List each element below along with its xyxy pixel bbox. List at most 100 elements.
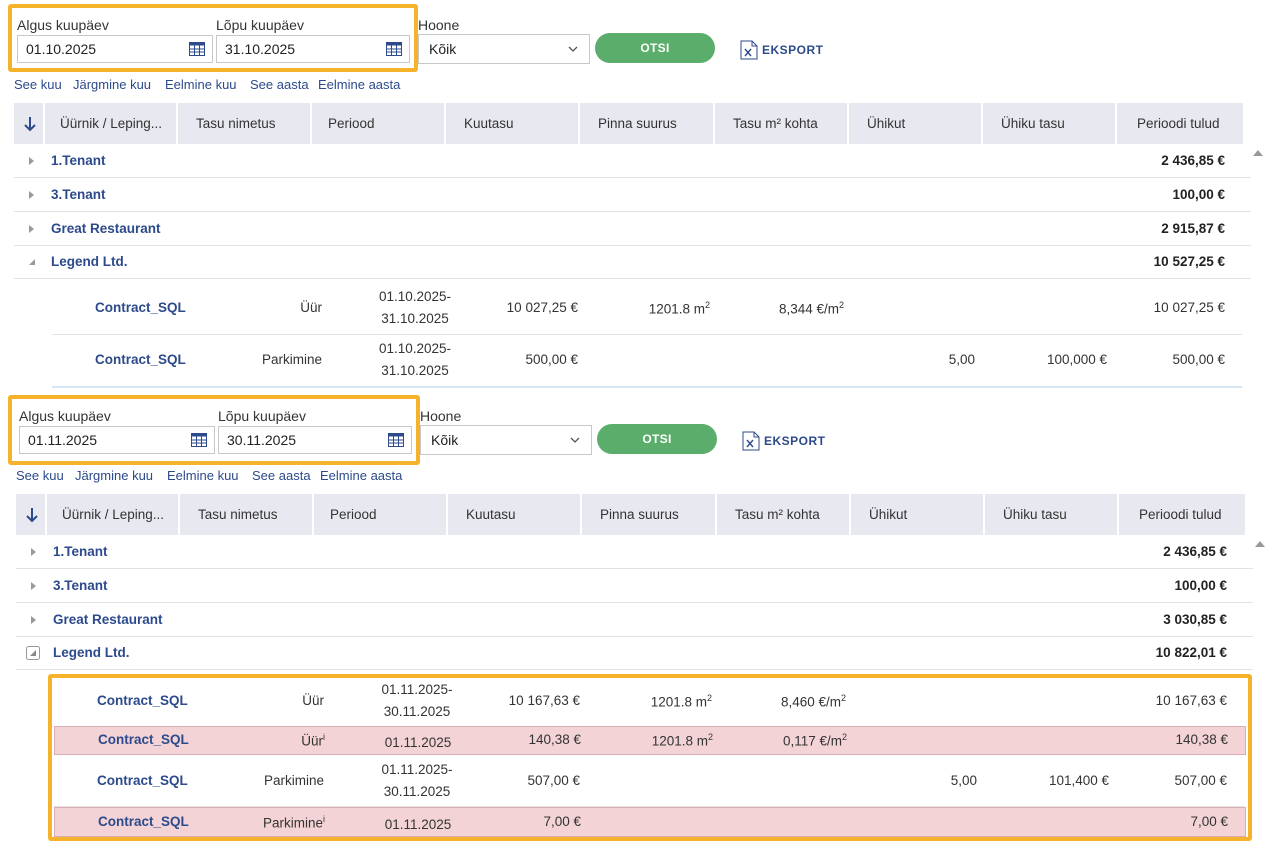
column-header-area[interactable]: Pinna suurus (582, 494, 717, 535)
column-header-unit-fee[interactable]: Ühiku tasu (983, 103, 1117, 144)
table-bottom-border (52, 386, 1242, 388)
tenant-total: 2 436,85 € (1161, 153, 1225, 168)
expand-arrow-icon[interactable] (30, 615, 38, 625)
column-header-tenant[interactable]: Üürnik / Leping... (45, 103, 178, 144)
group-row[interactable]: 3.Tenant 100,00 € (14, 178, 1251, 212)
expand-arrow-icon[interactable] (30, 547, 38, 557)
quick-link-previous-year[interactable]: Eelmine aasta (318, 77, 401, 92)
start-date-input[interactable]: 01.11.2025 (19, 426, 215, 454)
monthly-fee: 10 027,25 € (506, 300, 578, 315)
group-row[interactable]: Great Restaurant 3 030,85 € (16, 603, 1253, 637)
calendar-icon[interactable] (191, 433, 207, 447)
tenant-total: 10 527,25 € (1153, 254, 1225, 269)
scroll-up-arrow[interactable] (1255, 541, 1265, 547)
column-header-period-income[interactable]: Perioodi tulud (1137, 116, 1220, 131)
calendar-icon[interactable] (189, 42, 205, 56)
column-header-units[interactable]: Ühikut (849, 103, 983, 144)
start-date-label: Algus kuupäev (19, 408, 111, 424)
table-row[interactable]: Contract_SQL Üür 01.10.2025- 31.10.2025 … (52, 283, 1242, 335)
calendar-icon[interactable] (386, 42, 402, 56)
start-date-label: Algus kuupäev (17, 17, 109, 33)
export-button[interactable]: EKSPORT (762, 43, 824, 57)
contract-link[interactable]: Contract_SQL (97, 693, 188, 708)
search-button[interactable]: OTSI (595, 33, 715, 63)
contract-link[interactable]: Contract_SQL (98, 732, 189, 747)
tenant-name[interactable]: 1.Tenant (51, 153, 106, 168)
quick-link-this-month[interactable]: See kuu (16, 468, 64, 483)
column-header-monthly-fee[interactable]: Kuutasu (446, 103, 580, 144)
export-button[interactable]: EKSPORT (764, 434, 826, 448)
tenant-name[interactable]: 3.Tenant (51, 187, 106, 202)
collapse-arrow-icon[interactable] (28, 257, 36, 267)
table-row[interactable]: Contract_SQL Parkimine 01.11.2025- 30.11… (54, 756, 1244, 807)
contract-link[interactable]: Contract_SQL (97, 773, 188, 788)
building-label: Hoone (420, 408, 462, 424)
tenant-name[interactable]: Great Restaurant (53, 612, 163, 627)
excel-icon[interactable] (740, 40, 758, 60)
column-header-units[interactable]: Ühikut (851, 494, 985, 535)
column-header-fee-per-m2[interactable]: Tasu m² kohta (715, 103, 849, 144)
quick-link-previous-month[interactable]: Eelmine kuu (165, 77, 237, 92)
calendar-icon[interactable] (388, 433, 404, 447)
quick-link-next-month[interactable]: Järgmine kuu (75, 468, 154, 483)
table-row-adjustment[interactable]: Contract_SQL Üüri 01.11.2025 140,38 € 12… (54, 726, 1246, 755)
expand-arrow-icon[interactable] (28, 190, 36, 200)
period-start: 01.10.2025- (378, 289, 452, 304)
column-header-period[interactable]: Periood (314, 494, 448, 535)
column-header-fee-name[interactable]: Tasu nimetus (180, 494, 314, 535)
table-row[interactable]: Contract_SQL Parkimine 01.10.2025- 31.10… (52, 335, 1242, 387)
column-header-monthly-fee[interactable]: Kuutasu (448, 494, 582, 535)
start-date-input[interactable]: 01.10.2025 (17, 35, 213, 63)
building-select[interactable]: Kõik (418, 34, 590, 64)
start-date-value: 01.10.2025 (26, 41, 97, 57)
table-row-adjustment[interactable]: Contract_SQL Parkiminei 01.11.2025 7,00 … (54, 807, 1246, 837)
collapse-arrow-icon[interactable] (26, 646, 40, 660)
group-row[interactable]: 1.Tenant 2 436,85 € (14, 144, 1251, 178)
quick-link-previous-year[interactable]: Eelmine aasta (320, 468, 403, 483)
group-row[interactable]: Great Restaurant 2 915,87 € (14, 212, 1251, 246)
quick-link-this-year[interactable]: See aasta (250, 77, 309, 92)
end-date-input[interactable]: 31.10.2025 (216, 35, 410, 63)
sort-column[interactable] (16, 494, 47, 535)
sort-arrow-icon[interactable] (23, 116, 37, 132)
tenant-name[interactable]: 1.Tenant (53, 544, 108, 559)
quick-link-this-year[interactable]: See aasta (252, 468, 311, 483)
column-header-unit-fee[interactable]: Ühiku tasu (985, 494, 1119, 535)
scroll-up-arrow[interactable] (1253, 150, 1263, 156)
contract-link[interactable]: Contract_SQL (95, 352, 186, 367)
quick-link-this-month[interactable]: See kuu (14, 77, 62, 92)
excel-icon[interactable] (742, 431, 760, 451)
tenant-name[interactable]: 3.Tenant (53, 578, 108, 593)
tenant-name[interactable]: Legend Ltd. (51, 254, 128, 269)
table-row[interactable]: Contract_SQL Üür 01.11.2025- 30.11.2025 … (54, 679, 1244, 727)
column-header-period-income[interactable]: Perioodi tulud (1139, 507, 1222, 522)
column-header-area[interactable]: Pinna suurus (580, 103, 715, 144)
sort-arrow-icon[interactable] (25, 507, 39, 523)
search-button[interactable]: OTSI (597, 424, 717, 454)
tenant-total: 10 822,01 € (1155, 645, 1227, 660)
column-header-fee-per-m2[interactable]: Tasu m² kohta (717, 494, 851, 535)
sort-column[interactable] (14, 103, 45, 144)
expand-arrow-icon[interactable] (28, 156, 36, 166)
column-header-period[interactable]: Periood (312, 103, 446, 144)
building-select[interactable]: Kõik (420, 425, 592, 455)
column-header-tenant[interactable]: Üürnik / Leping... (47, 494, 180, 535)
contract-link[interactable]: Contract_SQL (95, 300, 186, 315)
quick-link-next-month[interactable]: Järgmine kuu (73, 77, 152, 92)
period-income: 10 027,25 € (1153, 300, 1225, 315)
expand-arrow-icon[interactable] (30, 581, 38, 591)
expand-arrow-icon[interactable] (28, 224, 36, 234)
group-row[interactable]: 3.Tenant 100,00 € (16, 569, 1253, 603)
group-row[interactable]: Legend Ltd. 10 822,01 € (16, 636, 1253, 670)
units: 5,00 (948, 352, 975, 367)
contract-link[interactable]: Contract_SQL (98, 814, 189, 829)
group-row[interactable]: Legend Ltd. 10 527,25 € (14, 245, 1251, 279)
quick-link-previous-month[interactable]: Eelmine kuu (167, 468, 239, 483)
chevron-down-icon (570, 437, 580, 443)
group-row[interactable]: 1.Tenant 2 436,85 € (16, 535, 1253, 569)
fee-name: Parkiminei (262, 814, 325, 831)
end-date-input[interactable]: 30.11.2025 (218, 426, 412, 454)
tenant-name[interactable]: Great Restaurant (51, 221, 161, 236)
tenant-name[interactable]: Legend Ltd. (53, 645, 130, 660)
column-header-fee-name[interactable]: Tasu nimetus (178, 103, 312, 144)
